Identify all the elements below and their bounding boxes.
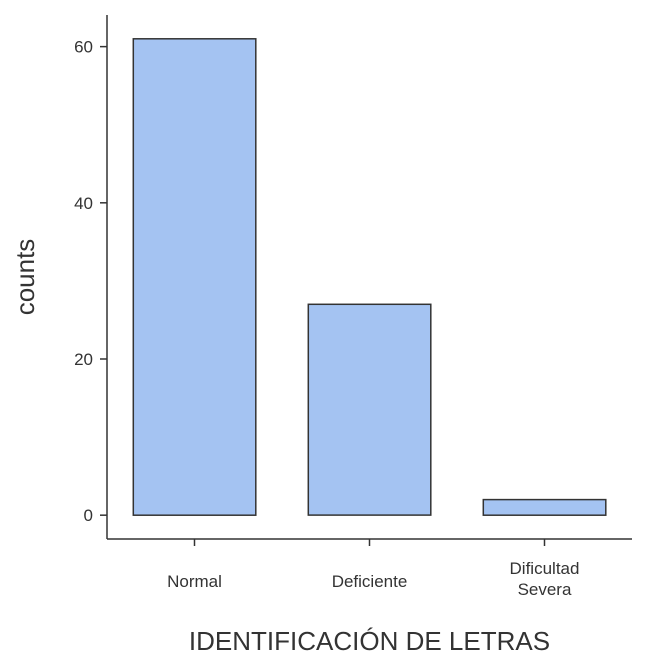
y-axis-title: counts [10, 239, 40, 316]
bar-2 [482, 498, 607, 516]
y-tick-label-0: 0 [84, 506, 93, 525]
x-tick-label-1: Deficiente [332, 572, 408, 591]
x-axis-title: IDENTIFICACIÓN DE LETRAS [189, 626, 550, 656]
x-tick-label-2: Dificultad Severa [510, 559, 580, 599]
x-tick-label-0: Normal [167, 572, 222, 591]
bar-1 [307, 303, 432, 516]
y-axis: 0 20 40 60 [74, 15, 108, 539]
y-tick-label-1: 20 [74, 350, 93, 369]
bars [132, 38, 607, 516]
y-tick-label-3: 60 [74, 38, 93, 57]
x-axis: Normal Deficiente Dificultad Severa [107, 538, 632, 599]
y-tick-label-2: 40 [74, 194, 93, 213]
bar-0 [132, 38, 257, 516]
